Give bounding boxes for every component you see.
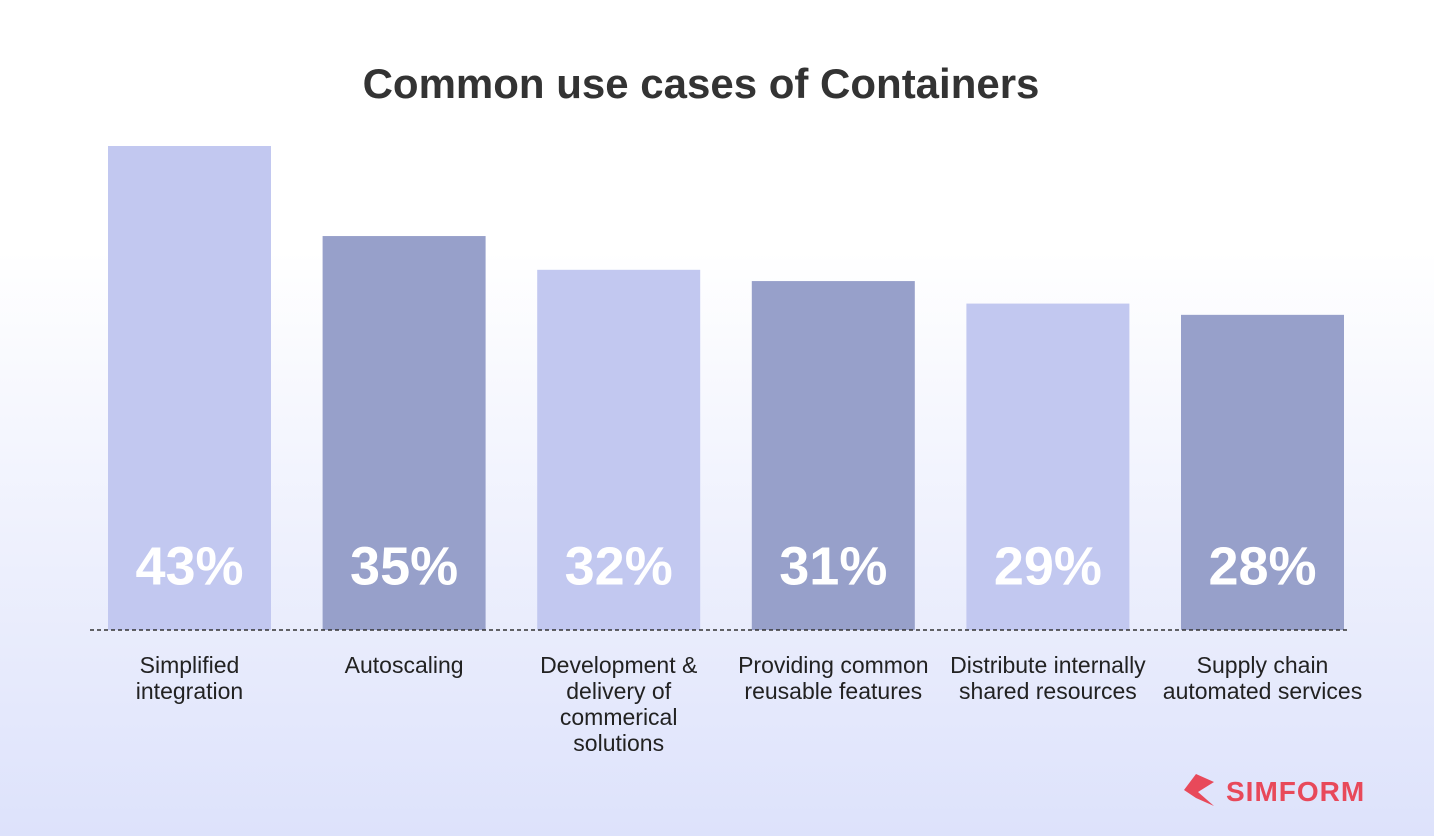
bar bbox=[966, 303, 1130, 630]
category-label: Supply chain automated services bbox=[1162, 652, 1363, 704]
value-label: 28% bbox=[1208, 536, 1316, 596]
category-label: Distribute internally shared resources bbox=[950, 652, 1146, 704]
chart-title: Common use cases of Containers bbox=[363, 60, 1040, 107]
value-label: 31% bbox=[779, 536, 887, 596]
bar bbox=[1181, 314, 1344, 630]
bar bbox=[751, 281, 915, 630]
value-label: 35% bbox=[350, 536, 458, 596]
category-label: Simplified integration bbox=[135, 652, 244, 704]
value-label: 43% bbox=[135, 536, 243, 596]
value-label: 29% bbox=[994, 536, 1102, 596]
logo-icon bbox=[1184, 774, 1214, 806]
brand: SIMFORM bbox=[1226, 776, 1366, 807]
bar bbox=[108, 146, 271, 630]
bar bbox=[322, 236, 486, 630]
category-label: Providing common reusable features bbox=[738, 652, 929, 704]
value-label: 32% bbox=[565, 536, 673, 596]
category-label: Development & delivery of commerical sol… bbox=[540, 652, 698, 756]
category-label: Autoscaling bbox=[344, 652, 464, 678]
bar bbox=[537, 269, 701, 630]
